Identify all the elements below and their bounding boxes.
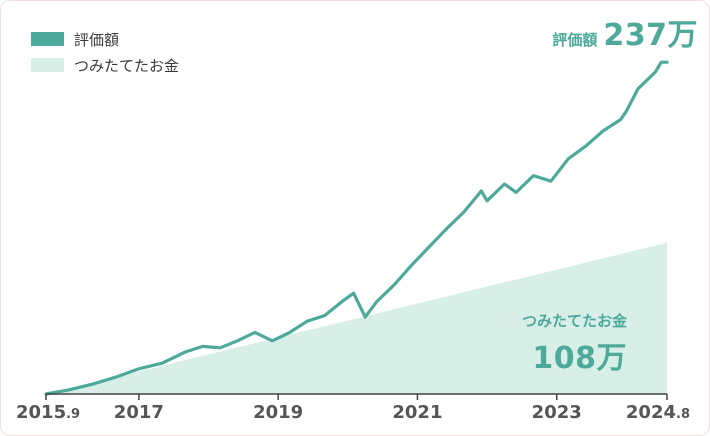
value-callout-label: 評価額: [552, 31, 598, 49]
x-tick-year: 2024: [625, 402, 677, 423]
value-callout: 評価額 237万: [552, 10, 698, 54]
contribution-callout-label: つみたてたお金: [521, 312, 627, 330]
x-tick-label: 2015.9: [16, 402, 80, 423]
x-tick-year: 2019: [253, 402, 304, 423]
legend-item-value: 評価額: [31, 26, 179, 52]
value-line: [44, 60, 669, 396]
legend-label-contribution: つみたてたお金: [74, 56, 180, 75]
x-tick-label: 2021: [392, 402, 442, 423]
x-tick-label: 2024.8: [626, 402, 690, 423]
contribution-callout-amount: 108万: [532, 341, 627, 376]
x-tick-label: 2017: [114, 402, 164, 423]
x-tick-month: .9: [66, 407, 81, 422]
x-tick-year: 2015: [16, 402, 67, 423]
legend-item-contribution: つみたてたお金: [31, 52, 179, 78]
legend: 評価額 つみたてたお金: [31, 26, 179, 78]
x-tick-year: 2021: [392, 402, 443, 423]
value-callout-amount: 237万: [603, 18, 698, 53]
x-tick-month: .8: [676, 407, 690, 422]
legend-label-value: 評価額: [74, 30, 120, 49]
x-tick-label: 2019: [253, 402, 303, 423]
x-tick-label: 2023: [532, 402, 582, 423]
x-tick-year: 2023: [531, 402, 582, 423]
x-tick-year: 2017: [113, 402, 164, 423]
legend-swatch-contribution: [31, 58, 64, 72]
contribution-callout: つみたてたお金 108万: [522, 310, 627, 377]
legend-swatch-value: [31, 32, 64, 46]
contribution-area: [46, 242, 667, 394]
